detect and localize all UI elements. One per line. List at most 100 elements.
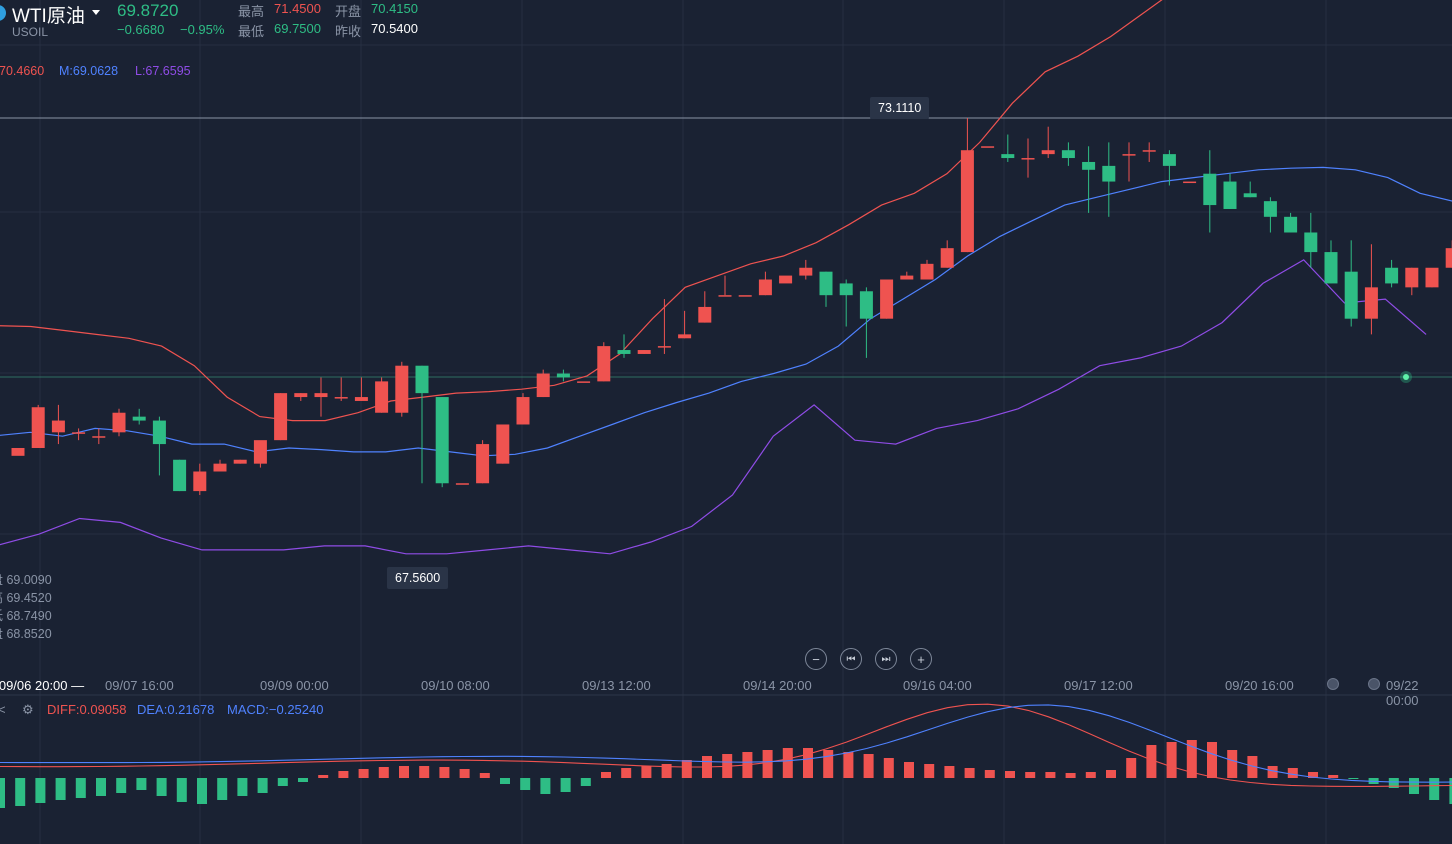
candle-body bbox=[1425, 267, 1439, 288]
candle-body bbox=[51, 420, 65, 433]
candle-body bbox=[31, 407, 45, 448]
macd-bar bbox=[136, 778, 147, 790]
macd-diff-legend: DIFF:0.09058 bbox=[47, 702, 127, 717]
macd-value-legend: MACD:−0.25240 bbox=[227, 702, 324, 717]
symbol-code: USOIL bbox=[12, 25, 49, 39]
macd-bar bbox=[197, 778, 207, 804]
candle-body bbox=[173, 459, 187, 492]
candle-body bbox=[1021, 158, 1035, 160]
candle-body bbox=[799, 267, 813, 276]
x-axis-label: 09/16 04:00 bbox=[903, 678, 972, 693]
candle-body bbox=[1364, 287, 1378, 319]
macd-bar bbox=[1005, 771, 1015, 778]
candle-body bbox=[657, 346, 671, 348]
macd-bar bbox=[863, 754, 874, 778]
candle-body bbox=[314, 393, 328, 398]
macd-bar bbox=[904, 762, 914, 778]
macd-bar bbox=[580, 778, 591, 786]
macd-bar bbox=[1065, 773, 1076, 778]
candle-body bbox=[859, 291, 873, 319]
open-value: 70.4150 bbox=[371, 1, 418, 16]
last-price-dot bbox=[1403, 374, 1409, 380]
x-axis-label: 09/10 08:00 bbox=[421, 678, 490, 693]
macd-bar bbox=[1207, 742, 1217, 778]
macd-bar bbox=[560, 778, 571, 792]
scroll-end-button[interactable]: ⏭ bbox=[875, 648, 897, 670]
boll-middle-legend: M:69.0628 bbox=[59, 64, 119, 78]
candle-body bbox=[354, 397, 368, 401]
macd-bar bbox=[1085, 772, 1096, 778]
ohlc-low: 最低 68.7490 bbox=[0, 609, 52, 623]
macd-bar bbox=[661, 764, 672, 778]
candle-body bbox=[233, 459, 247, 464]
macd-bar bbox=[378, 767, 389, 778]
candle-body bbox=[1445, 248, 1452, 268]
macd-bar bbox=[1146, 745, 1157, 778]
macd-bar bbox=[1348, 778, 1359, 779]
macd-bar bbox=[540, 778, 551, 794]
candle-body bbox=[1041, 150, 1055, 155]
low-label: 最低 bbox=[238, 24, 265, 39]
boll-upper-legend: 70.4660 bbox=[0, 64, 45, 78]
collapse-indicator-icon[interactable]: < bbox=[0, 702, 6, 717]
scroll-start-button[interactable]: ⏮ bbox=[840, 648, 862, 670]
macd-bar bbox=[419, 766, 430, 778]
min-price-tag: 67.5600 bbox=[387, 567, 449, 589]
macd-bar bbox=[156, 778, 167, 796]
high-label: 最高 bbox=[238, 4, 265, 19]
candle-body bbox=[92, 436, 106, 438]
candle-body bbox=[637, 350, 651, 354]
macd-bar bbox=[176, 778, 187, 802]
open-label: 开盘 bbox=[335, 4, 362, 19]
macd-bar bbox=[1186, 740, 1197, 778]
candle-body bbox=[819, 271, 833, 296]
candle-body bbox=[395, 365, 409, 413]
scroll-handle-left[interactable] bbox=[1327, 678, 1339, 690]
last-price: 69.8720 bbox=[117, 1, 179, 20]
candle-body bbox=[72, 432, 86, 434]
macd-bar bbox=[35, 778, 46, 803]
macd-bar bbox=[621, 768, 632, 778]
macd-bar bbox=[1449, 778, 1452, 804]
macd-bar bbox=[459, 769, 470, 778]
price-change: −0.6680 bbox=[117, 22, 165, 37]
x-axis-label: 09/17 12:00 bbox=[1064, 678, 1133, 693]
candle-body bbox=[11, 447, 25, 456]
chevron-down-icon[interactable] bbox=[92, 10, 100, 15]
macd-bar bbox=[277, 778, 288, 786]
candle-body bbox=[678, 334, 692, 339]
candle-body bbox=[536, 373, 550, 398]
zoom-out-button[interactable]: − bbox=[805, 648, 827, 670]
candle-body bbox=[1243, 193, 1257, 198]
candle-body bbox=[1061, 150, 1075, 159]
candle-body bbox=[1142, 150, 1156, 152]
candle-body bbox=[1385, 267, 1399, 284]
indicator-settings-icon[interactable]: ⚙ bbox=[22, 702, 34, 717]
candle-body bbox=[132, 416, 146, 421]
candle-body bbox=[920, 263, 934, 280]
max-price-tag: 73.1110 bbox=[870, 97, 930, 119]
macd-bar bbox=[924, 764, 935, 778]
boll-lower-legend: L:67.6595 bbox=[135, 64, 191, 78]
candle-body bbox=[597, 346, 611, 382]
macd-bar bbox=[601, 772, 611, 778]
candle-body bbox=[1324, 252, 1338, 284]
macd-bar bbox=[984, 770, 995, 778]
candle-body bbox=[1001, 154, 1015, 159]
candle-body bbox=[617, 350, 631, 354]
candle-body bbox=[334, 397, 348, 399]
symbol-badge-icon bbox=[0, 5, 6, 21]
macd-bar bbox=[944, 766, 955, 778]
symbol-name[interactable]: WTI原油 bbox=[12, 6, 85, 27]
zoom-in-button[interactable]: + bbox=[910, 648, 932, 670]
prev-close-value: 70.5400 bbox=[371, 21, 418, 36]
macd-bar bbox=[782, 748, 793, 778]
scroll-handle-right[interactable] bbox=[1368, 678, 1380, 690]
macd-bar bbox=[257, 778, 268, 793]
macd-bar bbox=[1328, 775, 1339, 778]
macd-bar bbox=[358, 769, 369, 778]
candle-body bbox=[960, 150, 974, 253]
ohlc-high: 最高 69.4520 bbox=[0, 591, 52, 605]
macd-bar bbox=[15, 778, 26, 806]
